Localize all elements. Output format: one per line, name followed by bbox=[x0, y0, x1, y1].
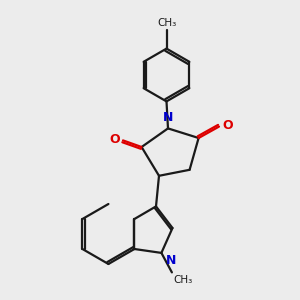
Text: CH₃: CH₃ bbox=[174, 275, 193, 285]
Text: N: N bbox=[163, 111, 173, 124]
Text: CH₃: CH₃ bbox=[157, 18, 176, 28]
Text: O: O bbox=[110, 133, 120, 146]
Text: O: O bbox=[222, 119, 232, 132]
Text: N: N bbox=[166, 254, 176, 267]
